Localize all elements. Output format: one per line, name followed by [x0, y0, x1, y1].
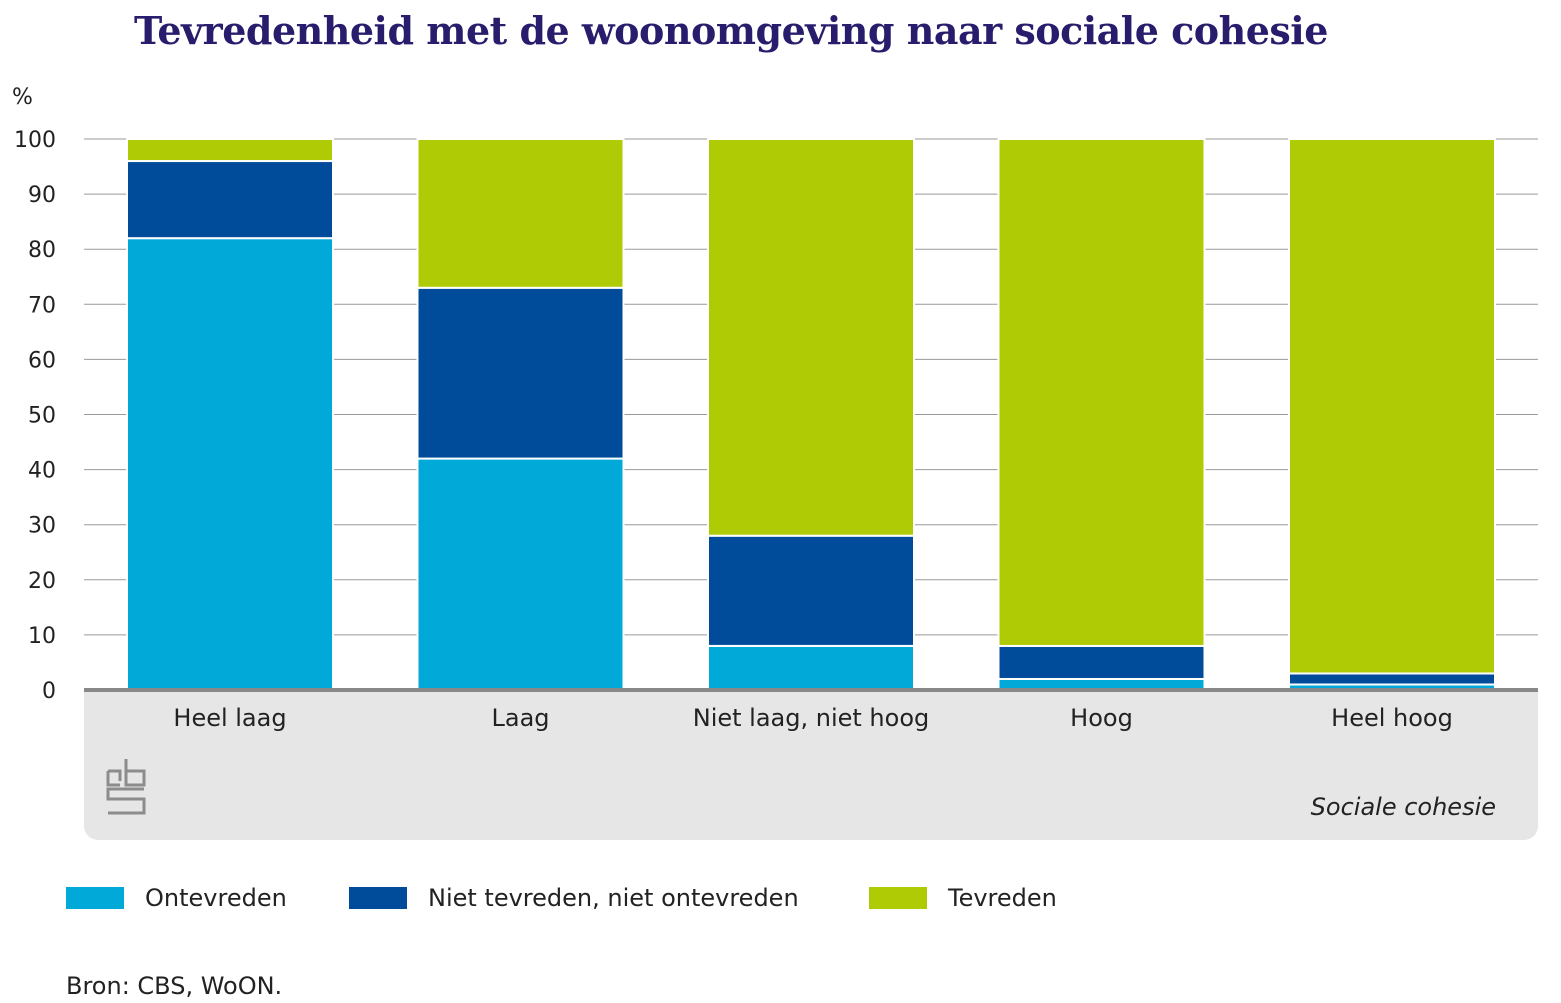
bar-segment — [1288, 138, 1496, 675]
x-category-labels: Heel laag Laag Niet laag, niet hoog Hoog Hee… — [173, 704, 1452, 732]
cbs-logo-icon — [106, 759, 146, 815]
legend-swatch — [66, 887, 124, 909]
bar-segment — [707, 534, 915, 647]
x-category-label: Heel laag — [173, 704, 286, 732]
x-axis-title: Sociale cohesie — [1311, 793, 1496, 821]
legend-swatch — [349, 887, 407, 909]
y-tick-label: 60 — [28, 348, 56, 373]
bar-segment — [997, 138, 1206, 647]
legend-label: Tevreden — [948, 884, 1057, 912]
chart-title: Tevredenheid met de woonomgeving naar so… — [134, 8, 1328, 53]
y-tick-labels: 0 10 20 30 40 50 60 70 80 90 100 — [14, 128, 56, 704]
chart-plot: % 0 10 20 30 40 50 60 70 80 90 100 Heel laag Laag Ni… — [12, 85, 1538, 821]
y-tick-label: 10 — [28, 624, 56, 649]
x-category-label: Hoog — [1070, 704, 1133, 732]
bar-segment — [707, 644, 915, 691]
bar-segment — [416, 286, 625, 460]
y-tick-label: 30 — [28, 514, 56, 539]
x-category-label: Laag — [491, 704, 549, 732]
x-category-label: Heel hoog — [1331, 704, 1453, 732]
y-tick-label: 0 — [42, 679, 56, 704]
bar-segment — [1288, 672, 1496, 686]
y-tick-label: 50 — [28, 404, 56, 429]
y-tick-label: 70 — [28, 293, 56, 318]
legend-label: Niet tevreden, niet ontevreden — [428, 884, 799, 912]
y-tick-label: 90 — [28, 183, 56, 208]
bars — [126, 138, 1496, 691]
bar-segment — [126, 160, 334, 240]
source-note: Bron: CBS, WoON. — [66, 972, 283, 1000]
bar-segment — [416, 457, 625, 691]
y-tick-label: 20 — [28, 569, 56, 594]
y-axis-unit-label: % — [12, 85, 33, 110]
bar-segment — [416, 138, 625, 289]
bar-segment — [126, 237, 334, 691]
x-category-label: Niet laag, niet hoog — [693, 704, 930, 732]
bar-segment — [126, 138, 334, 163]
y-tick-label: 80 — [28, 238, 56, 263]
legend-swatch — [869, 887, 927, 909]
y-tick-label: 40 — [28, 459, 56, 484]
bar-segment — [707, 138, 915, 537]
bar-segment — [997, 644, 1206, 680]
y-tick-label: 100 — [14, 128, 56, 153]
x-axis-panel — [84, 689, 1538, 840]
legend-label: Ontevreden — [145, 884, 287, 912]
